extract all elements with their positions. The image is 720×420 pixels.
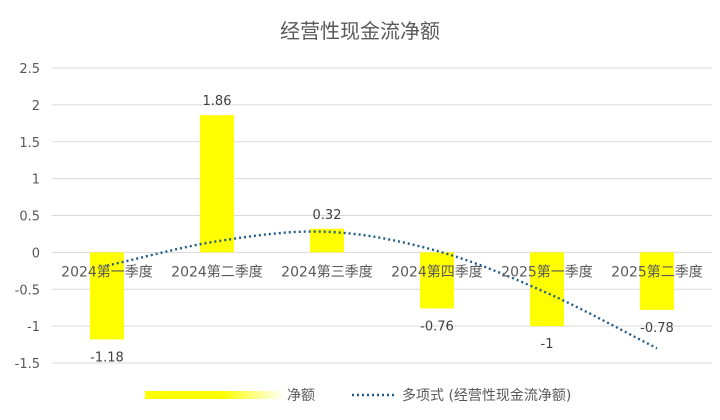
y-tick-label: -1.5 [15, 357, 40, 372]
legend-trend-label: 多项式 (经营性现金流净额) [402, 387, 571, 404]
legend: 净额 多项式 (经营性现金流净额) [145, 387, 571, 404]
x-axis-labels: 2024第一季度 2024第二季度 2024第三季度 2024第四季度 2025第一季度… [61, 263, 703, 280]
y-tick-label: 2.5 [19, 62, 40, 77]
y-tick-label: 1.5 [19, 136, 40, 151]
data-label: -0.78 [640, 321, 674, 336]
data-label: -0.76 [420, 319, 454, 334]
x-tick-label: 2024第三季度 [281, 263, 373, 280]
data-label: 1.86 [203, 94, 232, 109]
y-tick-label: 0.5 [19, 210, 40, 225]
x-tick-label: 2024第四季度 [391, 263, 483, 280]
data-labels: -1.18 1.86 0.32 -0.76 -1 -0.78 [90, 94, 674, 365]
bar [310, 228, 344, 253]
trendline [106, 230, 658, 350]
bar [640, 252, 674, 310]
x-tick-label: 2025第一季度 [501, 263, 593, 280]
y-axis-ticks: -1.5 -1 -0.5 0 0.5 1 1.5 2 2.5 [15, 62, 40, 372]
chart-title: 经营性现金流净额 [280, 19, 440, 43]
bar [200, 115, 234, 253]
legend-bar-swatch [145, 391, 285, 399]
y-tick-label: -1 [27, 320, 40, 335]
bar [90, 252, 124, 340]
data-label: -1.18 [90, 350, 124, 365]
x-tick-label: 2025第二季度 [611, 263, 703, 280]
data-label: -1 [541, 337, 554, 352]
y-tick-label: 1 [32, 173, 40, 188]
x-tick-label: 2024第二季度 [171, 263, 263, 280]
y-tick-label: 0 [32, 246, 40, 261]
gridlines [52, 67, 712, 364]
bar-series [90, 115, 674, 340]
x-tick-label: 2024第一季度 [61, 263, 153, 280]
y-tick-label: -0.5 [15, 283, 40, 298]
legend-bar-label: 净额 [287, 388, 315, 404]
bar [420, 252, 454, 309]
y-tick-label: 2 [32, 99, 40, 114]
trendline-layer [106, 230, 658, 350]
data-label: 0.32 [313, 208, 342, 223]
